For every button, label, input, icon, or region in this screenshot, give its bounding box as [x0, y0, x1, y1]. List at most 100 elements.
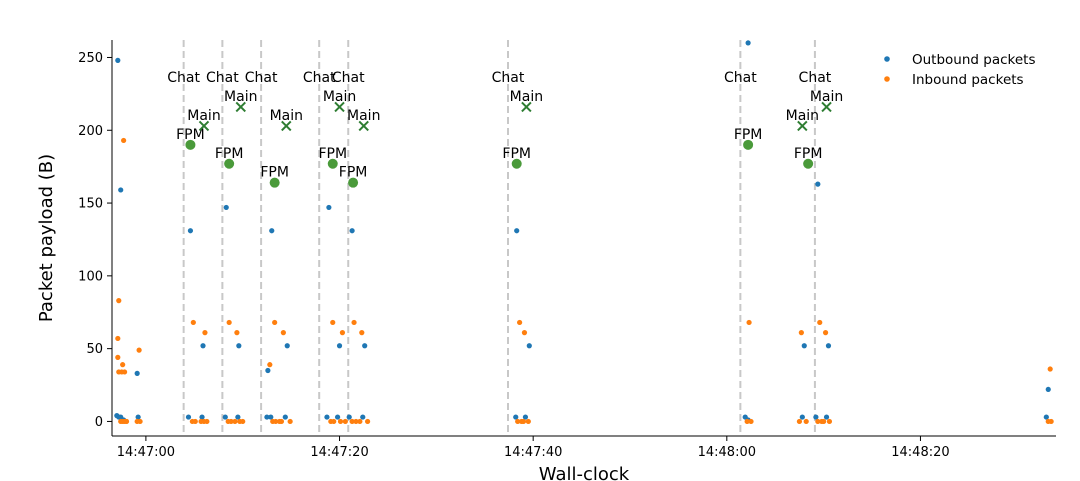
inbound-point	[115, 354, 121, 360]
outbound-point	[362, 343, 368, 349]
inbound-point	[826, 418, 833, 425]
outbound-point	[334, 414, 341, 420]
x-tick-label: 14:47:40	[504, 445, 562, 460]
main-label: Main	[224, 89, 257, 105]
fpm-marker	[269, 177, 280, 188]
inbound-point	[331, 418, 337, 425]
outbound-point	[282, 414, 288, 420]
outbound-point	[823, 414, 830, 420]
inbound-point	[349, 418, 355, 425]
inbound-point	[226, 319, 232, 326]
outbound-point	[326, 204, 332, 211]
main-marker	[198, 120, 210, 132]
legend: Outbound packets Inbound packets	[884, 52, 1036, 88]
inbound-point	[276, 418, 283, 425]
outbound-point	[185, 414, 192, 420]
main-marker	[358, 120, 369, 132]
outbound-point	[813, 414, 819, 420]
fpm-label: FPM	[734, 127, 763, 143]
event-vlines	[182, 40, 816, 436]
chat-label: Chat	[799, 70, 832, 86]
chat-label: Chat	[303, 70, 336, 86]
inbound-point	[822, 330, 829, 336]
inbound-point	[204, 418, 210, 425]
inbound-point	[134, 418, 140, 425]
inbound-point	[121, 137, 127, 144]
fpm-label: FPM	[502, 146, 531, 162]
outbound-point	[1043, 414, 1049, 420]
inbound-point	[517, 319, 523, 326]
y-tick-label: 50	[86, 342, 103, 357]
fpm-marker	[511, 158, 522, 169]
outbound-point	[514, 228, 520, 234]
inbound-point	[520, 418, 527, 425]
inbound-point	[232, 418, 238, 425]
main-marker	[521, 101, 532, 113]
inbound-point	[202, 330, 208, 336]
x-axis-label: Wall-clock	[539, 464, 630, 481]
outbound-point	[799, 414, 805, 420]
outbound-point	[745, 40, 751, 46]
inbound-point	[234, 330, 240, 336]
inbound-point	[796, 418, 803, 425]
inbound-point	[192, 418, 198, 425]
main-marker	[797, 120, 808, 132]
inbound-point	[337, 418, 344, 425]
inbound-point	[116, 298, 122, 304]
inbound-point	[1048, 418, 1054, 425]
main-label: Main	[270, 108, 303, 124]
main-marker	[821, 101, 832, 113]
event-annotations: FPMFPMFPMFPMFPMFPMFPMFPMMainMainMainMain…	[167, 70, 843, 188]
inbound-point	[803, 418, 809, 425]
main-label: Main	[323, 89, 356, 105]
inbound-point	[815, 418, 821, 425]
outbound-point	[200, 343, 206, 349]
inbound-point	[353, 418, 359, 425]
y-tick-label: 150	[78, 197, 103, 212]
outbound-point	[522, 414, 529, 420]
legend-marker-inbound	[884, 76, 890, 82]
fpm-label: FPM	[176, 127, 205, 143]
outbound-point	[268, 414, 274, 420]
y-ticks: 0 50 100 150 200 250	[78, 51, 112, 430]
main-label: Main	[347, 108, 380, 124]
main-marker	[334, 101, 345, 113]
main-label: Main	[187, 108, 220, 124]
x-ticks: 14:47:00 14:47:20 14:47:40 14:48:00 14:48:20	[117, 436, 950, 460]
y-axis-label: Packet payload (B)	[36, 154, 57, 322]
inbound-point	[273, 418, 279, 425]
chat-label: Chat	[206, 70, 239, 86]
chat-label: Chat	[724, 70, 757, 86]
chat-label: Chat	[492, 70, 525, 86]
outbound-point	[825, 343, 832, 349]
outbound-point	[513, 414, 519, 420]
outbound-point	[187, 228, 194, 234]
fpm-label: FPM	[318, 146, 347, 162]
fpm-marker	[185, 139, 196, 150]
outbound-point	[265, 367, 271, 374]
chat-label: Chat	[245, 70, 278, 86]
data-points	[114, 40, 1054, 425]
outbound-point	[264, 414, 270, 420]
inbound-point	[365, 418, 371, 425]
inbound-point	[817, 319, 823, 326]
outbound-point	[115, 57, 121, 63]
legend-marker-outbound	[884, 56, 890, 62]
fpm-label: FPM	[260, 165, 289, 181]
inbound-point	[744, 418, 750, 425]
fpm-label: FPM	[215, 146, 244, 162]
outbound-point	[815, 181, 821, 187]
outbound-point	[199, 414, 205, 420]
inbound-point	[228, 418, 234, 425]
fpm-marker	[803, 158, 814, 169]
y-tick-label: 100	[78, 269, 103, 284]
inbound-point	[746, 319, 752, 326]
x-tick-label: 14:48:20	[891, 445, 949, 460]
inbound-point	[342, 418, 348, 425]
legend-label-inbound: Inbound packets	[912, 72, 1024, 88]
outbound-point	[324, 414, 330, 420]
x-tick-label: 14:47:20	[310, 445, 368, 460]
outbound-point	[269, 228, 275, 234]
inbound-point	[359, 330, 365, 336]
